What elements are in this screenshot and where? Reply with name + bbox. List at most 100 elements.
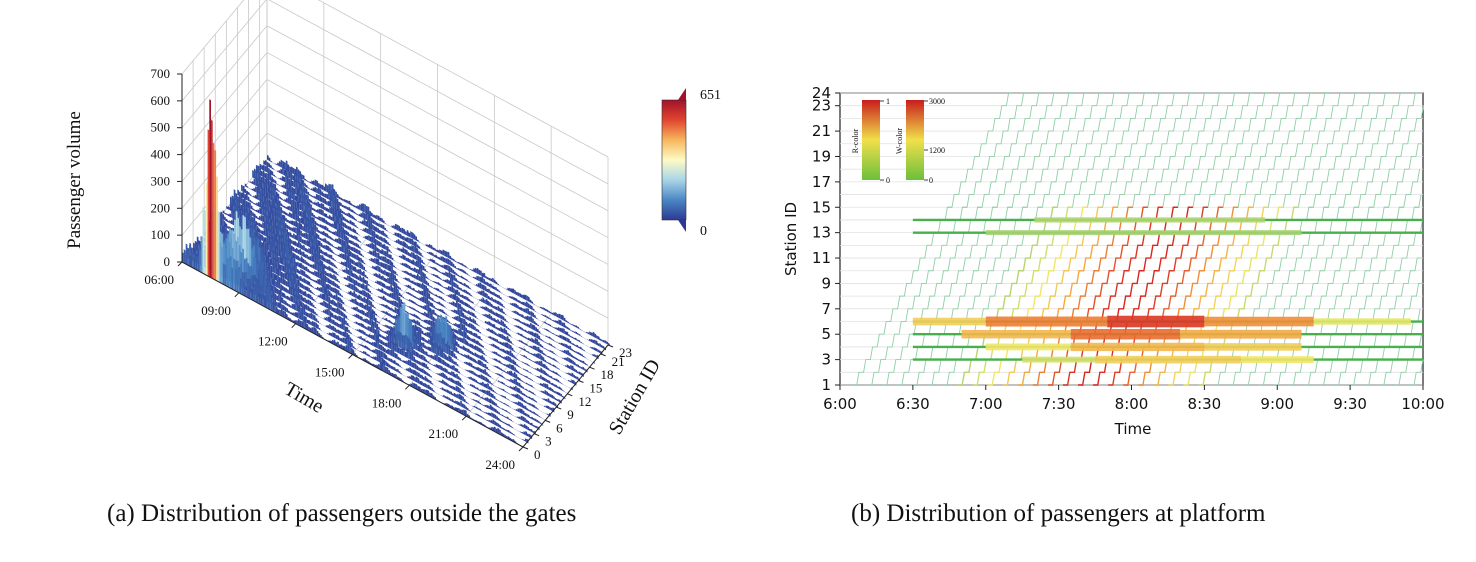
surface-bar — [488, 313, 491, 320]
surface-bar — [424, 311, 426, 317]
surface-bar — [303, 284, 305, 290]
surface-bar — [379, 223, 381, 229]
surface-bar — [379, 217, 382, 222]
surface-bar — [567, 338, 570, 344]
surface-bar — [558, 319, 560, 326]
surface-bar — [326, 302, 329, 310]
surface-bar — [308, 239, 311, 248]
surface-bar — [328, 254, 331, 259]
surface-bar — [321, 184, 324, 191]
surface-bar — [297, 214, 300, 223]
surface-bar — [426, 304, 428, 312]
surface-bar — [260, 180, 263, 190]
surface-bar — [314, 256, 317, 265]
surface-bar — [380, 241, 382, 248]
station-row-edge — [233, 199, 575, 386]
surface-bar — [380, 230, 383, 236]
surface-bar — [541, 339, 544, 343]
surface-bar — [446, 341, 449, 356]
surface-bar — [453, 287, 455, 295]
surface-bar — [427, 310, 430, 319]
surface-bar — [487, 307, 489, 313]
surface-bar — [463, 295, 466, 300]
surface-bar — [315, 248, 317, 258]
surface-bar — [375, 226, 378, 233]
surface-bar — [484, 292, 487, 299]
surface-bar — [453, 281, 456, 288]
surface-bar — [326, 233, 329, 239]
surface-bar — [451, 285, 454, 294]
surface-bar — [280, 197, 283, 201]
surface-bar — [555, 312, 557, 318]
surface-bar — [382, 262, 385, 269]
surface-bar — [485, 298, 488, 306]
surface-bar — [474, 352, 477, 358]
surface-bar — [320, 216, 322, 222]
surface-bar — [504, 402, 506, 406]
surface-bar — [306, 254, 308, 260]
surface-bar — [414, 254, 417, 261]
surface-bar — [222, 213, 225, 221]
surface-bar — [488, 288, 490, 294]
surface-bar — [407, 245, 410, 251]
surface-bar — [296, 247, 298, 254]
surface-bar — [312, 187, 315, 193]
surface-bar — [367, 288, 370, 293]
surface-bar — [315, 287, 317, 291]
surface-bar — [429, 311, 431, 320]
surface-bar — [409, 238, 412, 245]
surface-bar — [445, 315, 448, 348]
surface-bar — [336, 273, 339, 277]
surface-bar — [377, 258, 380, 266]
surface-bar — [382, 230, 385, 237]
surface-bar — [363, 296, 366, 304]
surface-bar — [345, 267, 348, 275]
surface-bar — [259, 215, 261, 221]
surface-bar — [271, 247, 273, 260]
surface-bar — [204, 209, 206, 275]
surface-bar — [493, 323, 496, 329]
surface-bar — [499, 302, 502, 307]
surface-bar — [343, 313, 346, 319]
surface-bar — [426, 331, 429, 338]
surface-bar — [325, 292, 327, 302]
surface-bar — [257, 177, 259, 188]
surface-bar — [299, 242, 302, 250]
surface-bar — [288, 263, 290, 276]
surface-bar — [350, 214, 352, 219]
surface-bar — [486, 371, 488, 377]
surface-bar — [341, 244, 344, 253]
surface-bar — [468, 304, 470, 309]
surface-bar — [508, 350, 510, 356]
surface-bar — [509, 287, 511, 293]
surface-bar — [386, 330, 389, 336]
surface-bar — [430, 312, 433, 321]
surface-bar — [426, 297, 429, 306]
surface-bar — [309, 246, 312, 255]
surface-bar — [260, 292, 263, 306]
surface-bar — [470, 323, 473, 330]
surface-bar — [295, 220, 298, 228]
surface-bar — [571, 336, 574, 340]
surface-bar — [456, 284, 459, 290]
surface-bar — [473, 338, 476, 344]
surface-bar — [359, 315, 361, 321]
surface-bar — [402, 240, 405, 248]
surface-bar — [566, 364, 569, 369]
surface-bar — [375, 233, 377, 239]
surface-bar — [294, 234, 297, 241]
surface-bar — [225, 223, 228, 229]
surface-bar — [263, 160, 265, 166]
surface-bar — [409, 252, 412, 258]
surface-bar — [567, 349, 570, 357]
surface-bar — [193, 257, 196, 270]
surface-bar — [483, 284, 485, 291]
surface-bar — [432, 355, 435, 361]
surface-bar — [442, 256, 444, 263]
surface-bar — [493, 279, 496, 284]
surface-bar — [352, 272, 355, 279]
surface-bar — [288, 225, 290, 231]
surface-bar — [369, 258, 371, 262]
surface-bar — [257, 290, 259, 304]
surface-bar — [556, 313, 559, 319]
